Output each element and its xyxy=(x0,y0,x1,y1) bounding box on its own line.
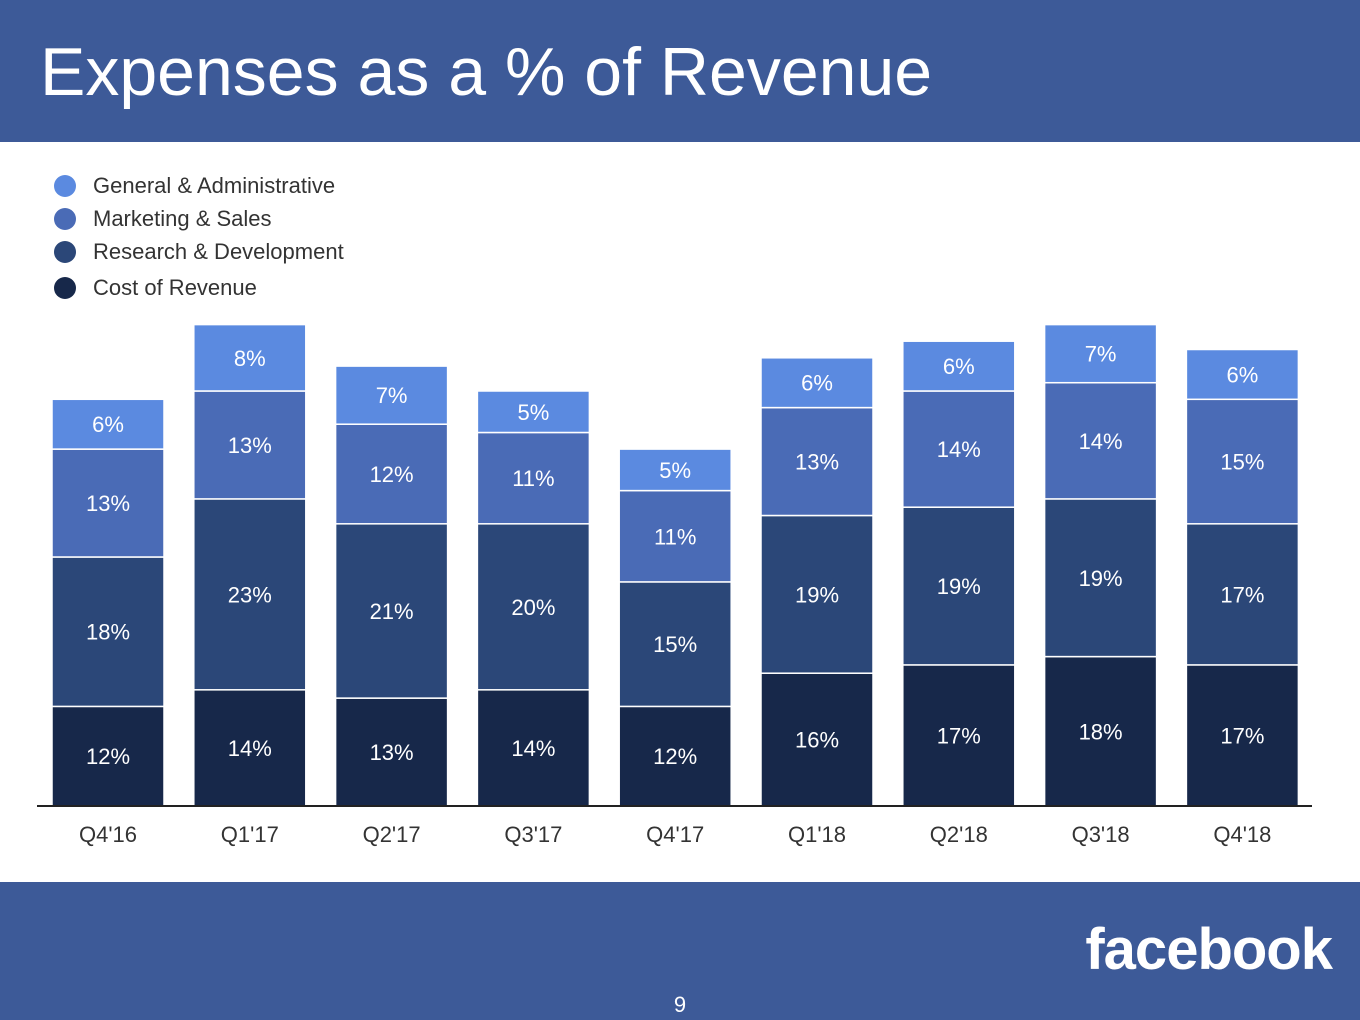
data-label-research-development: 17% xyxy=(1220,582,1264,607)
legend-label-general-administrative: General & Administrative xyxy=(93,173,336,198)
bar-segment-cost-of-revenue xyxy=(334,697,449,807)
legend-swatch-general-administrative xyxy=(54,175,76,197)
bar-segment-research-development xyxy=(1043,498,1158,658)
bar-segment-cost-of-revenue xyxy=(1185,664,1300,807)
x-tick-label: Q4'16 xyxy=(79,822,137,847)
data-label-cost-of-revenue: 12% xyxy=(653,744,697,769)
bar-segment-research-development xyxy=(1185,523,1300,666)
data-label-research-development: 20% xyxy=(511,595,555,620)
data-label-general-administrative: 6% xyxy=(801,371,833,396)
data-label-marketing-sales: 14% xyxy=(1079,429,1123,454)
data-label-marketing-sales: 11% xyxy=(654,524,696,549)
bar-segment-marketing-sales xyxy=(334,423,449,525)
x-tick-label: Q2'18 xyxy=(930,822,988,847)
legend-label-research-development: Research & Development xyxy=(93,239,344,264)
bar-segment-general-administrative xyxy=(760,357,874,409)
bar-segment-marketing-sales xyxy=(902,390,1016,508)
bar-segment-marketing-sales xyxy=(1185,398,1300,525)
data-label-cost-of-revenue: 14% xyxy=(511,736,555,761)
legend-item-research-development: Research & Development xyxy=(54,236,394,266)
data-label-cost-of-revenue: 17% xyxy=(1220,723,1264,748)
data-label-cost-of-revenue: 13% xyxy=(370,740,414,765)
data-label-general-administrative: 7% xyxy=(376,383,408,408)
bar-segment-research-development xyxy=(618,581,732,708)
legend-swatch-cost-of-revenue xyxy=(54,277,76,299)
data-label-general-administrative: 7% xyxy=(1085,342,1117,367)
data-label-cost-of-revenue: 17% xyxy=(937,723,981,748)
x-tick-label: Q1'18 xyxy=(788,822,846,847)
x-tick-label: Q3'18 xyxy=(1072,822,1130,847)
data-label-marketing-sales: 13% xyxy=(86,491,130,516)
bar-segment-cost-of-revenue xyxy=(476,689,591,807)
x-tick-label: Q1'17 xyxy=(221,822,279,847)
data-label-general-administrative: 6% xyxy=(92,412,124,437)
data-label-research-development: 15% xyxy=(653,632,697,657)
data-label-research-development: 18% xyxy=(86,620,130,645)
x-tick-label: Q2'17 xyxy=(363,822,421,847)
legend-item-cost-of-revenue: Cost of Revenue xyxy=(54,272,394,302)
bar-segment-general-administrative xyxy=(334,365,449,425)
page-title: Expenses as a % of Revenue xyxy=(40,34,933,110)
data-label-research-development: 19% xyxy=(795,582,839,607)
legend-label-marketing-sales: Marketing & Sales xyxy=(93,206,272,231)
bar-segment-marketing-sales xyxy=(476,431,591,525)
bar-segment-general-administrative xyxy=(902,340,1016,392)
data-label-marketing-sales: 12% xyxy=(370,462,414,487)
bar-segment-general-administrative xyxy=(51,398,165,450)
legend-swatch-marketing-sales xyxy=(54,208,76,230)
x-tick-label: Q3'17 xyxy=(504,822,562,847)
data-label-cost-of-revenue: 12% xyxy=(86,744,130,769)
x-tick-label: Q4'18 xyxy=(1213,822,1271,847)
x-tick-label: Q4'17 xyxy=(646,822,704,847)
data-label-marketing-sales: 14% xyxy=(937,437,981,462)
bar-segment-research-development xyxy=(476,523,591,691)
bar-segment-research-development xyxy=(334,523,449,699)
bar-segment-cost-of-revenue xyxy=(760,672,874,807)
data-label-research-development: 21% xyxy=(370,599,414,624)
bar-segment-general-administrative xyxy=(1043,323,1158,384)
data-label-general-administrative: 5% xyxy=(518,400,550,425)
bar-segment-cost-of-revenue xyxy=(1043,655,1158,807)
bar-segment-general-administrative xyxy=(618,448,732,492)
legend-label-cost-of-revenue: Cost of Revenue xyxy=(93,275,257,300)
bar-segment-marketing-sales xyxy=(193,390,307,500)
legend-swatch-research-development xyxy=(54,241,76,263)
bar-segment-general-administrative xyxy=(193,323,307,392)
bar-segment-general-administrative xyxy=(476,390,591,434)
bar-segment-research-development xyxy=(193,498,307,691)
legend-item-marketing-sales: Marketing & Sales xyxy=(54,203,394,233)
page-number: 9 xyxy=(673,992,687,1017)
data-label-research-development: 23% xyxy=(228,582,272,607)
footer-banner: facebook 9 xyxy=(0,882,1360,1020)
facebook-logo: facebook xyxy=(1085,917,1333,982)
bar-segment-marketing-sales xyxy=(618,489,732,583)
data-label-marketing-sales: 15% xyxy=(1220,450,1264,475)
bar-segment-marketing-sales xyxy=(760,406,874,517)
data-label-cost-of-revenue: 14% xyxy=(228,736,272,761)
data-label-marketing-sales: 11% xyxy=(512,466,554,491)
data-label-general-administrative: 5% xyxy=(659,458,691,483)
bar-segment-research-development xyxy=(902,506,1016,666)
legend-item-general-administrative: General & Administrative xyxy=(54,170,394,200)
data-label-cost-of-revenue: 18% xyxy=(1079,719,1123,744)
data-label-research-development: 19% xyxy=(1079,566,1123,591)
bar-segment-research-development xyxy=(51,556,165,708)
bar-segment-general-administrative xyxy=(1185,348,1300,401)
data-label-general-administrative: 6% xyxy=(1227,362,1259,387)
data-label-research-development: 19% xyxy=(937,574,981,599)
data-label-general-administrative: 8% xyxy=(234,346,266,371)
data-label-marketing-sales: 13% xyxy=(795,450,839,475)
data-label-cost-of-revenue: 16% xyxy=(795,728,839,753)
title-banner: Expenses as a % of Revenue xyxy=(0,0,1360,142)
data-label-general-administrative: 6% xyxy=(943,354,975,379)
data-label-marketing-sales: 13% xyxy=(228,433,272,458)
stacked-bar-chart: 12% 18% 13% 6% Q4'16 14% 23% 13% 8% Q1'17 13% 21% 12… xyxy=(37,323,1312,847)
bar-segment-cost-of-revenue xyxy=(618,705,732,807)
bar-segment-marketing-sales xyxy=(51,448,165,558)
